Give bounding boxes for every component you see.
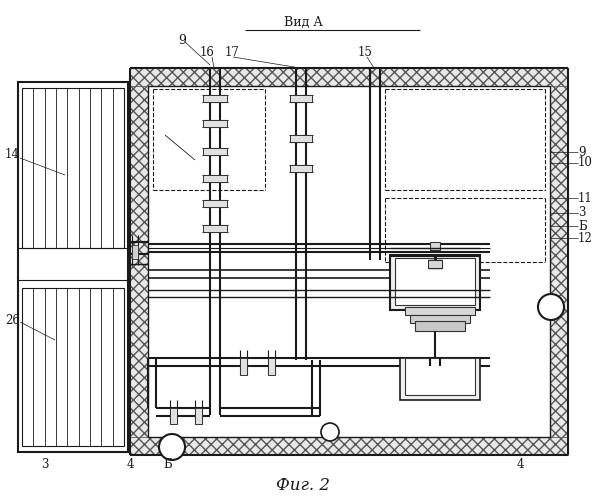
Circle shape bbox=[538, 294, 564, 320]
Text: 15: 15 bbox=[358, 46, 373, 60]
Bar bbox=[390, 255, 480, 310]
Bar bbox=[203, 120, 227, 127]
Bar bbox=[290, 135, 312, 142]
Bar bbox=[195, 408, 202, 424]
Bar bbox=[240, 358, 247, 375]
Text: 17: 17 bbox=[225, 46, 240, 60]
Text: 16: 16 bbox=[200, 46, 215, 60]
Bar bbox=[170, 408, 177, 424]
Bar bbox=[428, 260, 442, 268]
Text: Фиг. 2: Фиг. 2 bbox=[276, 476, 330, 494]
Bar bbox=[130, 86, 148, 437]
Text: Вид А: Вид А bbox=[284, 16, 322, 28]
Text: 3: 3 bbox=[578, 206, 585, 220]
Text: 4: 4 bbox=[516, 458, 524, 470]
Circle shape bbox=[159, 434, 185, 460]
Text: 9: 9 bbox=[178, 34, 186, 46]
Bar bbox=[130, 68, 568, 86]
Bar bbox=[203, 175, 227, 182]
Bar bbox=[203, 225, 227, 232]
Text: 26: 26 bbox=[5, 314, 20, 326]
Bar bbox=[18, 82, 128, 452]
Text: 3: 3 bbox=[41, 458, 48, 470]
Bar bbox=[405, 358, 475, 395]
Bar bbox=[405, 307, 475, 315]
Bar bbox=[410, 315, 470, 323]
Text: Б: Б bbox=[578, 220, 587, 232]
Bar bbox=[415, 321, 465, 331]
Bar bbox=[430, 242, 440, 250]
Bar bbox=[22, 88, 124, 248]
Bar bbox=[203, 95, 227, 102]
Bar bbox=[395, 258, 475, 305]
Bar bbox=[550, 86, 568, 437]
Text: 14: 14 bbox=[5, 148, 20, 162]
Text: Б: Б bbox=[164, 458, 172, 470]
Bar bbox=[22, 248, 124, 280]
Text: 9: 9 bbox=[578, 146, 585, 158]
Bar bbox=[203, 148, 227, 155]
Bar bbox=[268, 358, 275, 375]
Circle shape bbox=[321, 423, 339, 441]
Bar bbox=[400, 358, 480, 400]
Bar bbox=[203, 200, 227, 207]
Text: 12: 12 bbox=[578, 232, 593, 244]
Bar bbox=[22, 288, 124, 446]
Bar bbox=[290, 95, 312, 102]
Text: 11: 11 bbox=[578, 192, 593, 204]
Bar bbox=[290, 165, 312, 172]
Text: 10: 10 bbox=[578, 156, 593, 170]
Text: 4: 4 bbox=[126, 458, 134, 470]
Bar bbox=[132, 245, 138, 259]
Bar bbox=[130, 437, 568, 455]
